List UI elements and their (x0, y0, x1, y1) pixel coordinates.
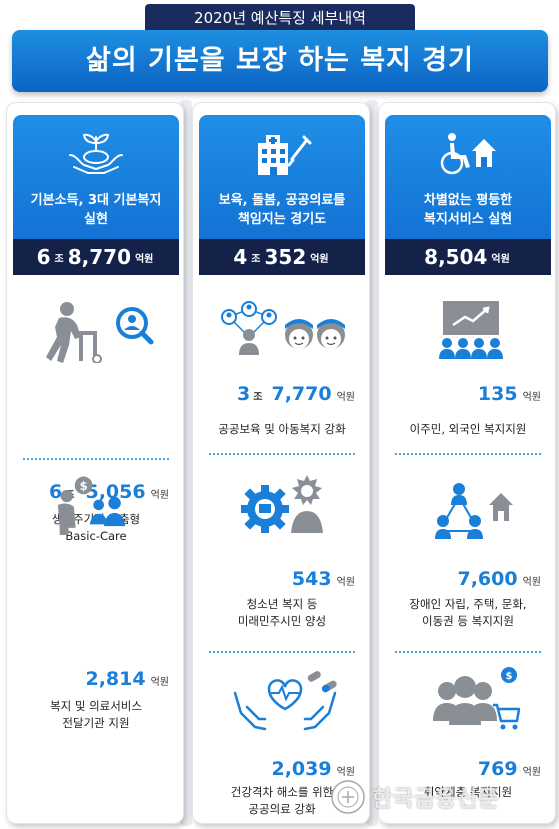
hospital-syringe-icon (258, 135, 312, 175)
item-description: 취약계층 복지지원 (423, 785, 513, 799)
childcare-network-icon (221, 301, 345, 355)
divider (209, 453, 355, 455)
divider (23, 458, 169, 460)
column-equal-welfare: 차별없는 평등한 복지서비스 실현 8,504 억원 135 억원 이주민, 외… (378, 102, 556, 824)
heart-care-hands-icon (233, 671, 337, 731)
column-header: 기본소득, 3대 기본복지 실현 6 조 8,770 억원 (13, 115, 179, 275)
family-home-icon (435, 483, 513, 539)
welfare-service-people-icon: $ (57, 476, 126, 535)
youth-gears-icon (241, 475, 323, 533)
column-label: 보육, 돌봄, 공공의료를 책임지는 경기도 (218, 193, 346, 227)
divider (209, 651, 355, 653)
watermark-text: 한국금융신문 (372, 787, 500, 812)
item-description: 건강격차 해소를 위한 공공의료 강화 (230, 785, 334, 816)
column-basic-income: 기본소득, 3대 기본복지 실현 6 조 8,770 억원 (6, 102, 184, 824)
item-description: 이주민, 외국인 복지지원 (409, 422, 527, 436)
presentation-audience-icon (439, 301, 503, 359)
divider (395, 453, 541, 455)
watermark: 한국금융신문 (330, 772, 556, 822)
item-description: 공공보육 및 아동복지 강화 (218, 422, 346, 436)
svg-text:$: $ (80, 479, 88, 493)
group-shopping-icon: $ (433, 667, 521, 730)
column-label: 차별없는 평등한 복지서비스 실현 (423, 193, 513, 227)
item-description: 장애인 자립, 주택, 문화, 이동권 등 복지지원 (409, 597, 527, 628)
column-amount: 8,504 억원 (385, 239, 551, 275)
column-amount: 6 조 8,770 억원 (13, 239, 179, 275)
column-amount: 4 조 352 억원 (199, 239, 365, 275)
subtitle-tab: 2020년 예산특징 세부내역 (145, 4, 415, 32)
item-description: 복지 및 의료서비스 전달기관 지원 (50, 699, 142, 730)
column-childcare: 보육, 돌봄, 공공의료를 책임지는 경기도 4 조 352 억원 (192, 102, 370, 824)
column-header: 보육, 돌봄, 공공의료를 책임지는 경기도 4 조 352 억원 (199, 115, 365, 275)
column-label: 기본소득, 3대 기본복지 실현 (30, 193, 162, 227)
item-description: 청소년 복지 등 미래민주시민 양성 (237, 597, 327, 628)
svg-text:$: $ (506, 671, 513, 682)
newspaper-seal-icon (331, 780, 365, 814)
page-title: 삶의 기본을 보장 하는 복지 경기 (12, 30, 548, 92)
plant-in-hands-icon (69, 133, 123, 174)
divider (395, 651, 541, 653)
accessibility-home-icon (440, 133, 496, 175)
column-header: 차별없는 평등한 복지서비스 실현 8,504 억원 (385, 115, 551, 275)
elder-with-walker-icon (46, 302, 154, 363)
